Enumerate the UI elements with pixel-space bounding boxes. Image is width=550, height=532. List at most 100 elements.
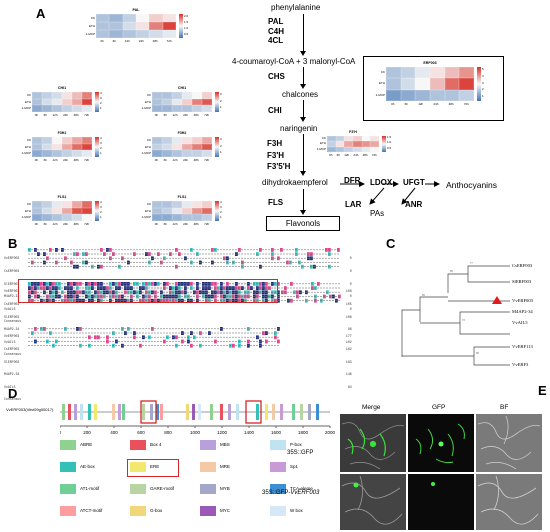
residue-glyph bbox=[91, 341, 93, 342]
residue-glyph bbox=[58, 337, 60, 338]
residue-glyph bbox=[163, 266, 165, 267]
residue-glyph bbox=[124, 262, 126, 263]
heatmap-cell bbox=[82, 137, 92, 144]
residue-glyph bbox=[301, 262, 303, 263]
residue-glyph bbox=[253, 345, 255, 346]
residue-glyph bbox=[217, 333, 219, 334]
residue-glyph bbox=[256, 341, 258, 342]
residue-glyph bbox=[199, 341, 201, 342]
residue-glyph bbox=[175, 329, 177, 330]
heatmap-cell bbox=[32, 208, 42, 215]
cis-element-mark bbox=[220, 404, 223, 420]
residue-glyph bbox=[247, 341, 249, 342]
residue-glyph bbox=[55, 337, 57, 338]
residue-glyph bbox=[157, 266, 159, 267]
residue-glyph bbox=[67, 250, 69, 251]
residue-glyph bbox=[61, 254, 63, 255]
residue-glyph bbox=[100, 341, 102, 342]
heatmap-cell bbox=[162, 214, 172, 221]
residue-glyph bbox=[28, 266, 30, 267]
residue-glyph bbox=[232, 262, 234, 263]
residue-glyph bbox=[283, 258, 285, 259]
residue-glyph bbox=[34, 254, 36, 255]
residue-glyph bbox=[127, 250, 129, 251]
residue-glyph bbox=[205, 262, 207, 263]
residue-glyph bbox=[64, 329, 66, 330]
enzyme-anr: ANR bbox=[405, 200, 422, 210]
residue-glyph bbox=[292, 250, 294, 251]
residue-glyph bbox=[311, 284, 313, 285]
residue-glyph bbox=[49, 333, 51, 334]
residue-glyph bbox=[145, 337, 147, 338]
residue-glyph bbox=[220, 337, 222, 338]
residue-glyph bbox=[145, 341, 147, 342]
residue-glyph bbox=[217, 262, 219, 263]
residue-glyph bbox=[202, 258, 204, 259]
residue-glyph bbox=[316, 254, 318, 255]
residue-glyph bbox=[181, 258, 183, 259]
residue-glyph bbox=[133, 329, 135, 330]
residue-glyph bbox=[241, 329, 243, 330]
residue-glyph bbox=[139, 266, 141, 267]
heatmap-cell bbox=[42, 105, 52, 112]
residue-glyph bbox=[55, 329, 57, 330]
residue-glyph bbox=[328, 266, 330, 267]
residue-glyph bbox=[280, 258, 282, 259]
residue-glyph bbox=[97, 333, 99, 334]
residue-glyph bbox=[136, 250, 138, 251]
residue-glyph bbox=[163, 337, 165, 338]
panel-d-letter: D bbox=[8, 386, 17, 401]
heatmap-x-tick: 0h bbox=[155, 222, 158, 226]
residue-glyph bbox=[241, 254, 243, 255]
residue-glyph bbox=[193, 250, 195, 251]
residue-glyph bbox=[208, 341, 210, 342]
cis-element-mark bbox=[88, 404, 91, 420]
residue-glyph bbox=[310, 262, 312, 263]
heatmap-cell bbox=[42, 92, 52, 99]
residue-glyph bbox=[244, 250, 246, 251]
residue-glyph bbox=[85, 262, 87, 263]
residue-glyph bbox=[97, 345, 99, 346]
residue-glyph bbox=[118, 250, 120, 251]
residue-glyph bbox=[325, 250, 327, 251]
residue-glyph bbox=[226, 337, 228, 338]
residue-glyph bbox=[316, 262, 318, 263]
residue-glyph bbox=[85, 266, 87, 267]
residue-glyph bbox=[79, 262, 81, 263]
legend-swatch bbox=[200, 440, 216, 450]
residue-glyph bbox=[214, 254, 216, 255]
heatmap-cell bbox=[109, 30, 122, 38]
heatmap-cell bbox=[109, 14, 122, 22]
residue-glyph bbox=[172, 262, 174, 263]
residue-glyph bbox=[154, 333, 156, 334]
residue-glyph bbox=[100, 329, 102, 330]
residue-glyph bbox=[100, 345, 102, 346]
residue-glyph bbox=[172, 254, 174, 255]
heatmap-cell bbox=[182, 208, 192, 215]
heatmap-cell bbox=[62, 144, 72, 151]
residue-glyph bbox=[115, 250, 117, 251]
residue-glyph bbox=[308, 284, 310, 285]
heatmap-cells bbox=[32, 137, 92, 157]
residue-glyph bbox=[82, 329, 84, 330]
legend-swatch bbox=[200, 462, 216, 472]
residue-glyph bbox=[157, 329, 159, 330]
residue-glyph bbox=[28, 337, 30, 338]
residue-glyph bbox=[187, 266, 189, 267]
residue-glyph bbox=[148, 341, 150, 342]
residue-glyph bbox=[94, 329, 96, 330]
residue-glyph bbox=[124, 337, 126, 338]
colorbar-label: 1 bbox=[100, 106, 102, 111]
residue-glyph bbox=[88, 329, 90, 330]
residue-glyph bbox=[82, 333, 84, 334]
residue-glyph bbox=[178, 329, 180, 330]
residue-glyph bbox=[94, 266, 96, 267]
cis-element-mark bbox=[150, 404, 153, 420]
axis-tick-label: 600 bbox=[137, 430, 145, 435]
residue-glyph bbox=[190, 250, 192, 251]
residue-glyph bbox=[34, 266, 36, 267]
residue-glyph bbox=[232, 266, 234, 267]
residue-glyph bbox=[175, 337, 177, 338]
heatmap-colorbar-labels: 2.0 1.5 1.0 0.5 bbox=[184, 13, 188, 37]
residue-glyph bbox=[256, 345, 258, 346]
